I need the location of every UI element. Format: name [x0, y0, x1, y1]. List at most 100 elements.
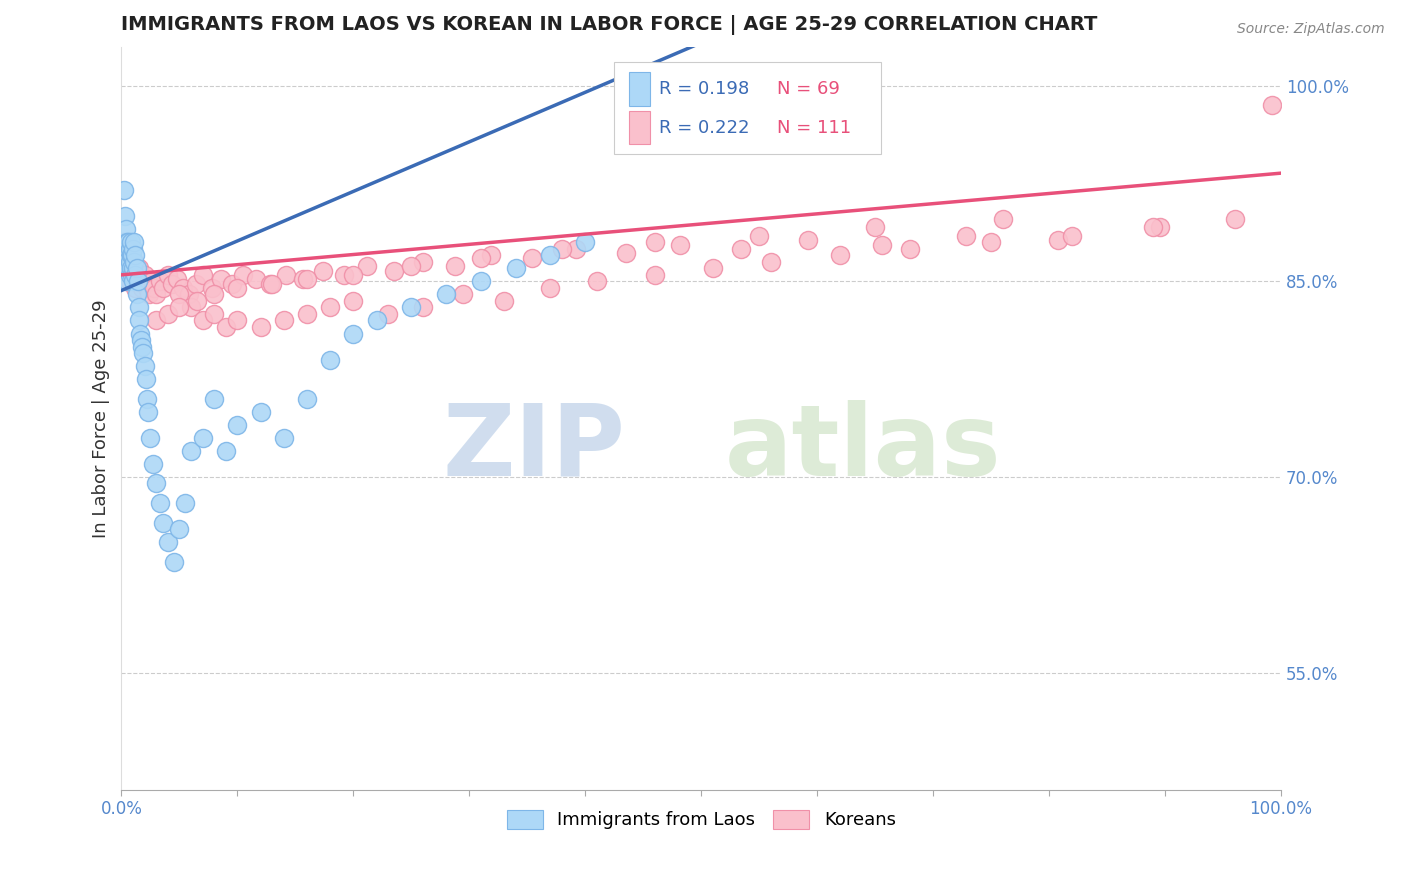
Point [117, 261, 139, 276]
Point [166, 272, 188, 286]
Point [128, 261, 150, 276]
Point [644, 235, 666, 250]
Point [142, 281, 165, 295]
Point [115, 235, 138, 250]
Point [202, 307, 225, 321]
Point [128, 301, 150, 315]
Point [122, 274, 145, 288]
Point [136, 281, 159, 295]
Point [114, 248, 136, 262]
Point [180, 443, 202, 458]
Point [221, 277, 243, 291]
Point [830, 248, 852, 262]
Point [551, 242, 574, 256]
Point [377, 307, 399, 321]
Point [759, 255, 782, 269]
Point [382, 264, 405, 278]
Point [249, 405, 271, 419]
Point [121, 248, 143, 262]
Point [152, 281, 174, 295]
Point [122, 261, 145, 276]
Point [479, 248, 502, 262]
Point [138, 287, 160, 301]
Point [434, 287, 457, 301]
Point [156, 307, 179, 321]
Point [540, 248, 562, 262]
Point [127, 268, 149, 282]
Point [172, 281, 194, 295]
Point [191, 268, 214, 282]
Point [412, 301, 434, 315]
Point [273, 431, 295, 445]
Point [136, 405, 159, 419]
Point [115, 248, 138, 262]
Text: N = 111: N = 111 [776, 119, 851, 136]
Point [145, 313, 167, 327]
Point [1223, 211, 1246, 226]
Point [142, 457, 165, 471]
Point [114, 274, 136, 288]
Point [129, 274, 152, 288]
Point [259, 277, 281, 291]
Point [215, 443, 238, 458]
Point [274, 268, 297, 282]
Point [494, 293, 516, 308]
Point [122, 242, 145, 256]
Point [991, 211, 1014, 226]
Point [125, 274, 148, 288]
Point [122, 274, 145, 288]
Point [145, 476, 167, 491]
Point [117, 268, 139, 282]
Point [162, 555, 184, 569]
Point [245, 272, 267, 286]
Point [191, 313, 214, 327]
Text: R = 0.198: R = 0.198 [659, 80, 749, 98]
Point [127, 274, 149, 288]
Point [412, 255, 434, 269]
Point [115, 248, 138, 262]
Text: N = 69: N = 69 [776, 80, 839, 98]
Point [129, 326, 152, 341]
Point [444, 259, 467, 273]
Point [115, 242, 138, 256]
Y-axis label: In Labor Force | Age 25-29: In Labor Force | Age 25-29 [93, 299, 110, 538]
Point [226, 417, 249, 432]
Text: ZIP: ZIP [443, 400, 626, 497]
Point [122, 255, 145, 269]
Point [262, 277, 284, 291]
Point [644, 268, 666, 282]
Point [115, 261, 138, 276]
Point [149, 274, 172, 288]
Text: R = 0.222: R = 0.222 [659, 119, 749, 136]
Point [1047, 233, 1070, 247]
Point [124, 248, 146, 262]
Point [141, 274, 163, 288]
Text: atlas: atlas [724, 400, 1001, 497]
Point [870, 238, 893, 252]
Point [145, 287, 167, 301]
Point [186, 293, 208, 308]
Point [156, 535, 179, 549]
Point [470, 274, 492, 288]
Point [401, 259, 423, 273]
Point [117, 235, 139, 250]
Point [118, 274, 141, 288]
Point [319, 301, 342, 315]
Point [124, 281, 146, 295]
Point [292, 272, 315, 286]
Point [118, 242, 141, 256]
Point [122, 235, 145, 250]
Point [134, 268, 156, 282]
Point [169, 287, 191, 301]
Point [111, 235, 134, 250]
Point [115, 242, 138, 256]
Point [226, 313, 249, 327]
Point [614, 245, 637, 260]
Bar [630, 72, 650, 106]
Point [124, 268, 146, 282]
Point [169, 522, 191, 536]
Point [226, 281, 249, 295]
Point [112, 183, 135, 197]
Point [232, 268, 254, 282]
Point [132, 274, 155, 288]
